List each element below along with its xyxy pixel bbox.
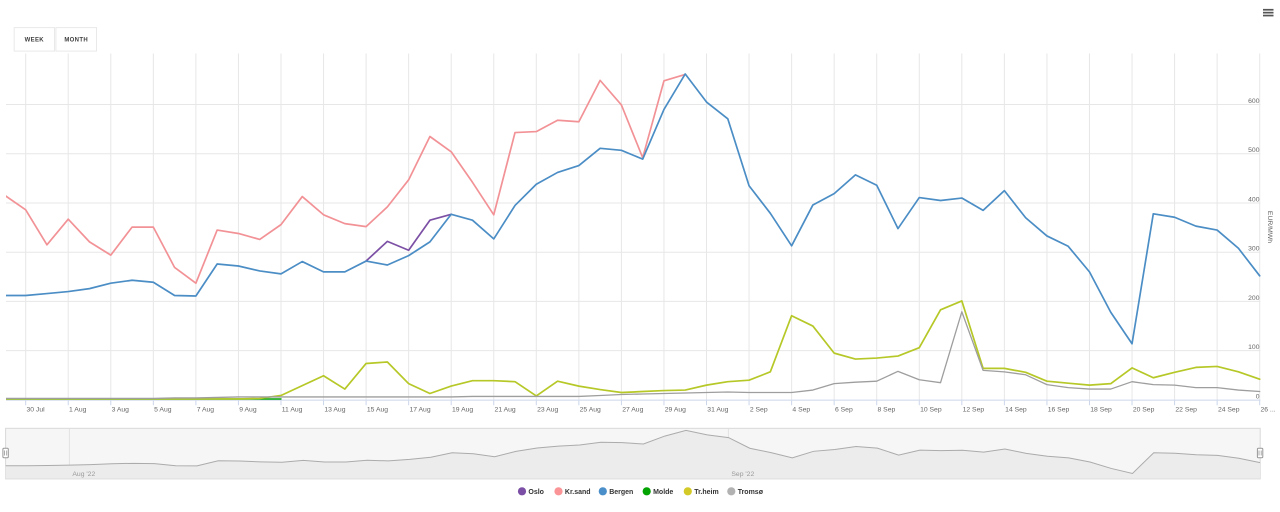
svg-text:16 Sep: 16 Sep (1048, 406, 1070, 413)
svg-text:Sep '22: Sep '22 (731, 471, 754, 478)
svg-text:31 Aug: 31 Aug (707, 406, 728, 413)
svg-text:17 Aug: 17 Aug (409, 406, 430, 413)
svg-text:20 Sep: 20 Sep (1133, 406, 1155, 413)
svg-text:200: 200 (1248, 295, 1260, 302)
svg-text:4 Sep: 4 Sep (792, 406, 810, 413)
svg-text:0: 0 (1256, 393, 1260, 400)
svg-text:23 Aug: 23 Aug (537, 406, 558, 413)
svg-text:19 Aug: 19 Aug (452, 406, 473, 413)
svg-text:26 ...: 26 ... (1260, 406, 1275, 413)
svg-text:3 Aug: 3 Aug (112, 406, 130, 413)
svg-text:27 Aug: 27 Aug (622, 406, 643, 413)
svg-text:WEEK: WEEK (25, 38, 45, 44)
svg-text:600: 600 (1248, 98, 1260, 105)
svg-text:6 Sep: 6 Sep (835, 406, 853, 413)
svg-text:21 Aug: 21 Aug (495, 406, 516, 413)
svg-text:Aug '22: Aug '22 (72, 471, 95, 478)
svg-text:18 Sep: 18 Sep (1090, 406, 1112, 413)
svg-text:25 Aug: 25 Aug (580, 406, 601, 413)
svg-text:Molde: Molde (653, 489, 673, 496)
svg-text:30 Jul: 30 Jul (26, 406, 45, 413)
svg-text:EUR/MWh: EUR/MWh (1266, 211, 1273, 243)
svg-text:400: 400 (1248, 196, 1260, 203)
svg-text:Oslo: Oslo (528, 489, 544, 496)
svg-text:8 Sep: 8 Sep (878, 406, 896, 413)
svg-text:10 Sep: 10 Sep (920, 406, 942, 413)
svg-text:Bergen: Bergen (609, 489, 633, 496)
svg-text:12 Sep: 12 Sep (963, 406, 985, 413)
svg-text:300: 300 (1248, 246, 1260, 253)
svg-text:11 Aug: 11 Aug (282, 406, 303, 413)
svg-text:MONTH: MONTH (64, 38, 88, 44)
svg-text:9 Aug: 9 Aug (239, 406, 257, 413)
svg-text:100: 100 (1248, 344, 1260, 351)
svg-text:1 Aug: 1 Aug (69, 406, 87, 413)
svg-text:Kr.sand: Kr.sand (565, 489, 591, 496)
svg-text:Tr.heim: Tr.heim (694, 489, 719, 496)
svg-text:500: 500 (1248, 147, 1260, 154)
svg-text:7 Aug: 7 Aug (197, 406, 215, 413)
svg-text:29 Aug: 29 Aug (665, 406, 686, 413)
svg-text:14 Sep: 14 Sep (1005, 406, 1027, 413)
svg-text:13 Aug: 13 Aug (324, 406, 345, 413)
svg-text:Tromsø: Tromsø (738, 489, 764, 496)
svg-text:22 Sep: 22 Sep (1175, 406, 1197, 413)
svg-text:15 Aug: 15 Aug (367, 406, 388, 413)
svg-text:5 Aug: 5 Aug (154, 406, 172, 413)
svg-text:24 Sep: 24 Sep (1218, 406, 1240, 413)
svg-text:2 Sep: 2 Sep (750, 406, 768, 413)
